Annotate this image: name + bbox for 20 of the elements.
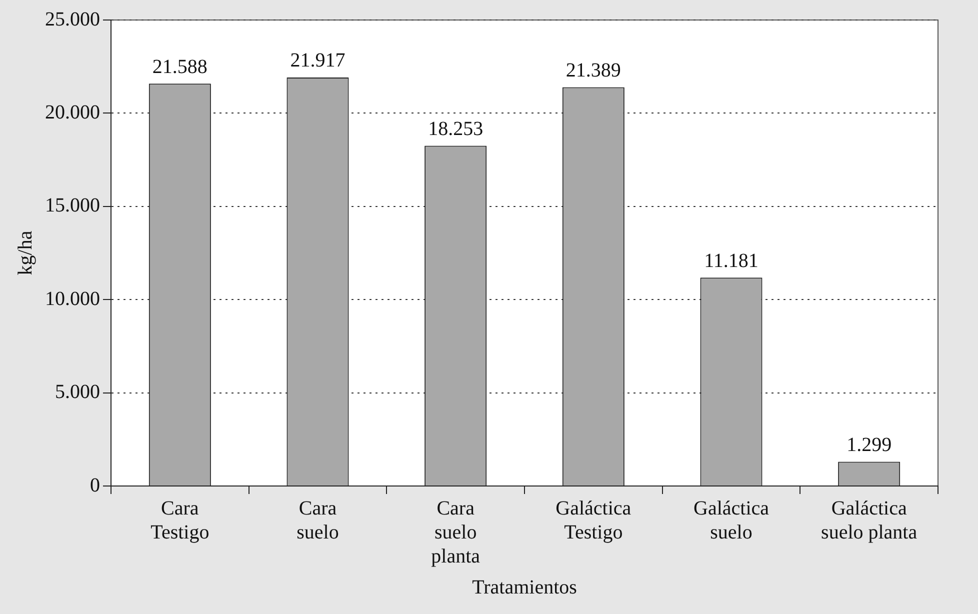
data-label: 18.253 (428, 118, 484, 140)
data-label: 21.917 (290, 50, 346, 72)
data-label: 11.181 (704, 250, 758, 272)
y-tick-label: 0 (90, 474, 100, 496)
y-tick-label: 10.000 (45, 288, 100, 310)
x-axis-title: Tratamientos (472, 576, 578, 598)
x-tick-label: Cara suelo planta (431, 497, 480, 568)
y-axis-title: kg/ha (14, 230, 36, 276)
y-tick-label: 25.000 (45, 8, 100, 30)
x-tick-label: Galáctica suelo planta (821, 497, 918, 544)
y-tick-label: 20.000 (45, 101, 100, 124)
data-label: 1.299 (846, 434, 892, 456)
x-tick-label: Cara Testigo (150, 497, 210, 544)
data-label: 21.588 (152, 56, 208, 78)
x-tick-label: Galáctica suelo (694, 497, 770, 544)
x-tick-label: Cara suelo (296, 497, 339, 544)
y-tick-label: 5.000 (55, 381, 100, 404)
x-tick-label: Galáctica Testigo (556, 497, 632, 544)
y-tick-label: 15.000 (45, 194, 100, 217)
data-label: 21.389 (566, 60, 621, 82)
